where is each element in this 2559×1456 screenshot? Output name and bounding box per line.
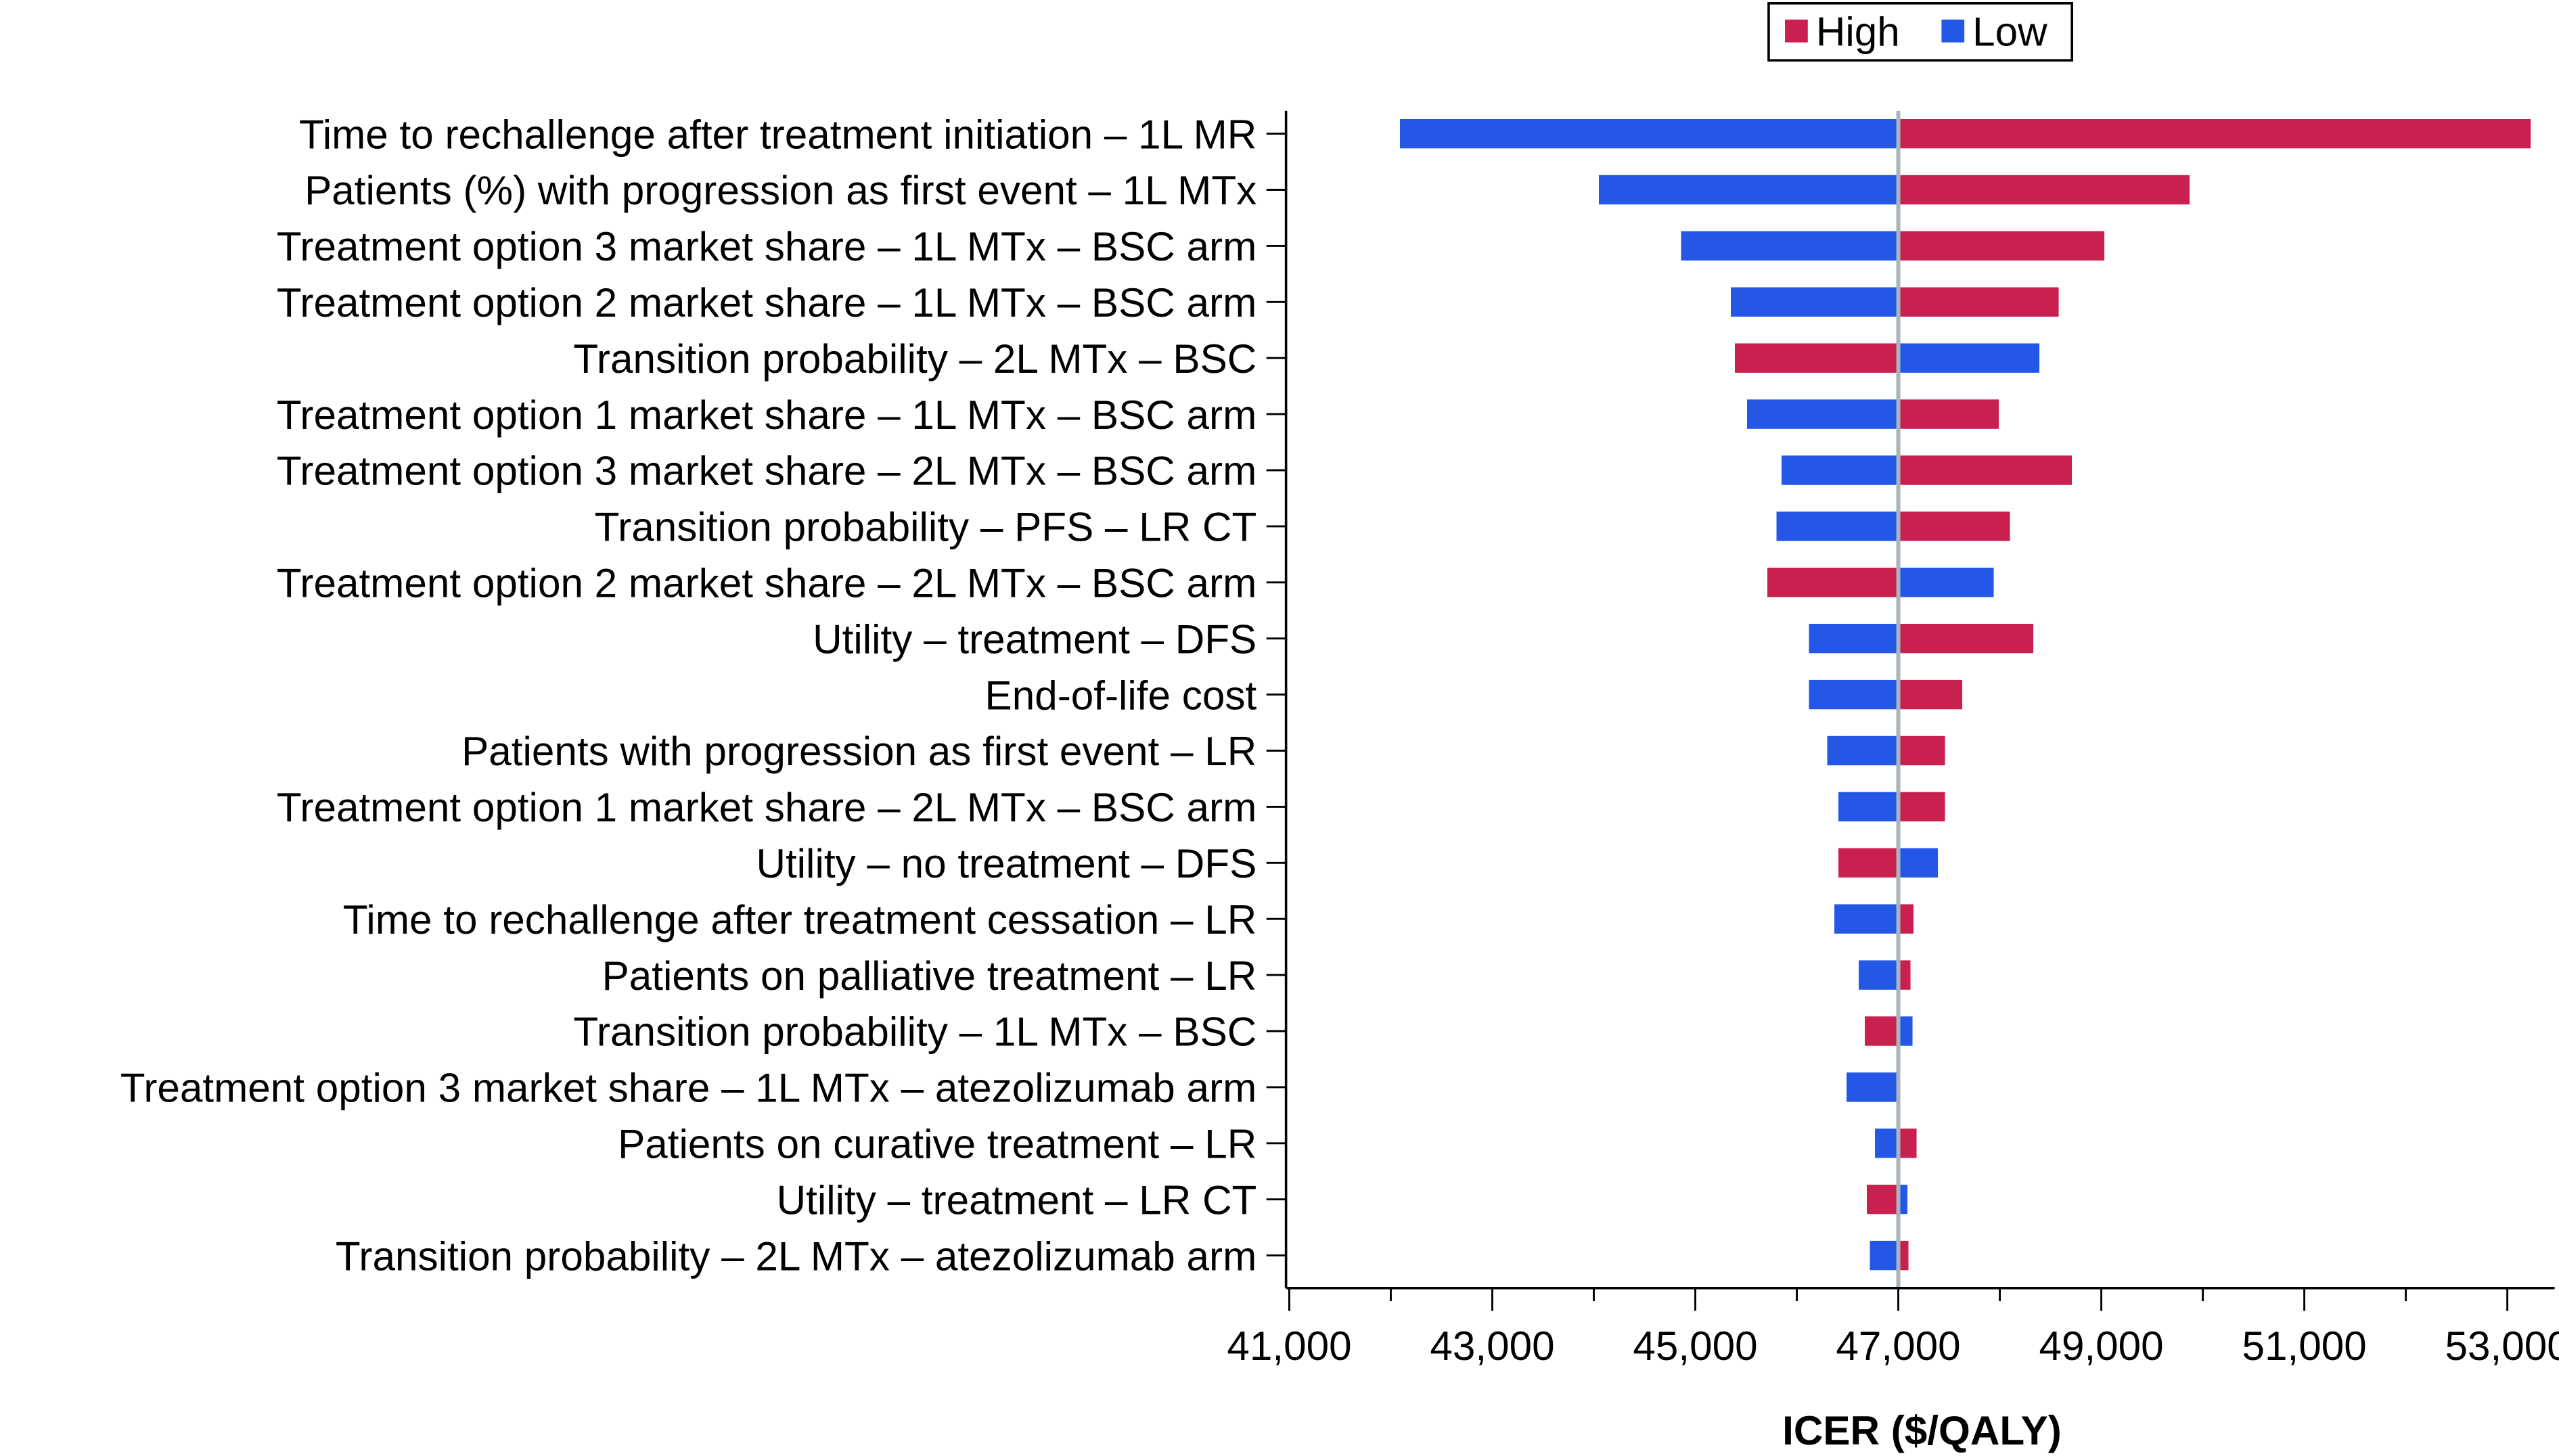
bar-low (1776, 511, 1899, 541)
bar-high (1898, 1129, 1917, 1158)
category-label: Transition probability – 2L MTx – atezol… (336, 1233, 1256, 1279)
legend-swatch-high (1785, 19, 1808, 43)
category-label: Utility – treatment – LR CT (777, 1177, 1257, 1223)
legend-box (1767, 2, 2073, 62)
x-tick-label: 51,000 (2242, 1323, 2366, 1369)
bar-high (1898, 735, 1945, 766)
category-label: Time to rechallenge after treatment cess… (343, 896, 1256, 942)
bar-high (1838, 848, 1899, 878)
x-axis: 41,000 43,000 45,000 47,000 49,000 51,000 53,0… (1227, 110, 2559, 1369)
category-label: Patients on curative treatment – LR (618, 1120, 1256, 1166)
category-label: Patients with progression as first event… (461, 728, 1256, 774)
category-label: Utility – no treatment – DFS (756, 840, 1256, 886)
category-label: End-of-life cost (985, 672, 1257, 718)
category-label: Transition probability – 2L MTx – BSC (573, 336, 1256, 382)
category-labels: Time to rechallenge after treatment init… (120, 111, 1257, 1279)
bar-low (1731, 287, 1899, 317)
x-axis-title: ICER ($/QALY) (1782, 1407, 2062, 1453)
bar-low (1838, 792, 1899, 822)
category-label: Patients (%) with progression as first e… (304, 167, 1256, 213)
bar-high (1898, 511, 2010, 541)
x-tick-label: 45,000 (1633, 1323, 1757, 1369)
bar-low (1809, 624, 1899, 654)
legend-swatch-low (1941, 19, 1965, 43)
category-label: Treatment option 1 market share – 1L MTx… (277, 392, 1256, 438)
category-label: Treatment option 2 market share – 1L MTx… (277, 279, 1256, 325)
x-tick-label: 43,000 (1430, 1323, 1554, 1369)
x-tick-label: 49,000 (2039, 1323, 2163, 1369)
bar-high (1898, 118, 2531, 149)
x-tick-label: 53,000 (2445, 1323, 2559, 1369)
bar-low (1870, 1240, 1899, 1271)
bar-low (1847, 1072, 1899, 1102)
bar-high (1898, 175, 2190, 205)
legend: High Low (1767, 2, 2073, 62)
bar-low (1681, 231, 1899, 261)
x-tick-label: 47,000 (1836, 1323, 1960, 1369)
bar-low (1898, 1016, 1913, 1046)
bar-high (1735, 343, 1899, 373)
bar-high (1898, 399, 1999, 429)
bar-high (1898, 231, 2105, 261)
category-label: Treatment option 2 market share – 2L MTx… (277, 560, 1256, 606)
bar-high (1767, 568, 1899, 597)
bar-high (1898, 1240, 1909, 1271)
category-label: Transition probability – 1L MTx – BSC (573, 1009, 1256, 1055)
bars (1399, 110, 2531, 1288)
bar-low (1782, 455, 1899, 485)
bar-low (1898, 1185, 1908, 1214)
bar-low (1399, 118, 1899, 149)
category-label: Patients on palliative treatment – LR (602, 953, 1257, 999)
legend-label-low: Low (1972, 8, 2047, 54)
bar-low (1875, 1129, 1899, 1158)
category-label: Time to rechallenge after treatment init… (299, 111, 1256, 157)
bar-low (1898, 568, 1994, 597)
bar-high (1898, 904, 1914, 934)
bar-high (1898, 624, 2034, 654)
bar-high (1898, 679, 1963, 710)
bar-high (1898, 287, 2059, 317)
bar-low (1747, 399, 1899, 429)
bar-low (1898, 848, 1939, 878)
legend-label-high: High (1816, 8, 1900, 54)
bar-high (1867, 1185, 1899, 1214)
bar-high (1865, 1016, 1899, 1046)
bar-high (1898, 455, 2073, 485)
category-label: Treatment option 3 market share – 2L MTx… (277, 448, 1256, 494)
bar-low (1859, 960, 1899, 990)
bar-low (1599, 175, 1899, 205)
bar-high (1898, 792, 1945, 822)
bar-low (1809, 679, 1899, 710)
x-tick-label: 41,000 (1227, 1323, 1351, 1369)
category-label: Transition probability – PFS – LR CT (595, 504, 1257, 550)
bar-low (1827, 735, 1899, 766)
category-label: Treatment option 1 market share – 2L MTx… (277, 784, 1256, 830)
bar-low (1834, 904, 1899, 934)
bar-high (1898, 960, 1911, 990)
category-label: Treatment option 3 market share – 1L MTx… (277, 223, 1256, 269)
bar-low (1898, 343, 2040, 373)
category-label: Treatment option 3 market share – 1L MTx… (120, 1065, 1256, 1111)
category-label: Utility – treatment – DFS (813, 616, 1256, 662)
